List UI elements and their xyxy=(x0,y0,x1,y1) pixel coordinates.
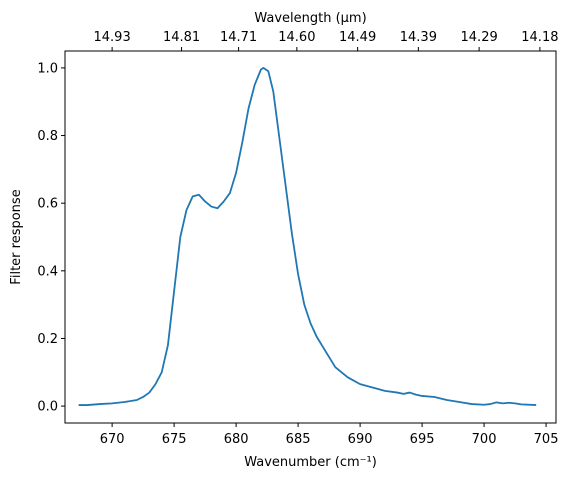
x-axis-label: Wavenumber (cm⁻¹) xyxy=(244,455,377,470)
top-axis-ticks: 14.93 14.81 14.71 14.60 14.49 14.39 14.29 14.18 xyxy=(94,30,558,51)
filter-response-line xyxy=(78,67,537,406)
top-tick-label: 14.93 xyxy=(94,30,131,45)
x-tick-label: 680 xyxy=(224,432,249,447)
top-tick-label: 14.81 xyxy=(163,30,200,45)
y-tick-label: 0.0 xyxy=(37,400,58,415)
x-tick-label: 705 xyxy=(534,432,559,447)
top-tick-label: 14.18 xyxy=(521,30,558,45)
top-tick-label: 14.49 xyxy=(339,30,376,45)
y-axis-ticks: 0.0 0.2 0.4 0.6 0.8 1.0 xyxy=(37,61,65,415)
x-tick-label: 685 xyxy=(286,432,311,447)
x-tick-label: 670 xyxy=(100,432,125,447)
top-tick-label: 14.71 xyxy=(220,30,257,45)
y-tick-label: 0.8 xyxy=(37,129,58,144)
x-tick-label: 675 xyxy=(162,432,187,447)
top-tick-label: 14.39 xyxy=(400,30,437,45)
top-tick-label: 14.29 xyxy=(461,30,498,45)
y-tick-label: 1.0 xyxy=(37,61,58,76)
x-tick-label: 690 xyxy=(348,432,373,447)
plot-frame xyxy=(64,50,557,424)
x-tick-label: 695 xyxy=(410,432,435,447)
top-tick-label: 14.60 xyxy=(278,30,315,45)
x-axis-ticks: 670 675 680 685 690 695 700 705 xyxy=(100,423,559,447)
y-axis-label: Filter response xyxy=(9,189,24,284)
y-tick-label: 0.2 xyxy=(37,332,58,347)
y-tick-label: 0.6 xyxy=(37,197,58,212)
top-axis-label: Wavelength (μm) xyxy=(254,11,366,26)
y-tick-label: 0.4 xyxy=(37,264,58,279)
x-tick-label: 700 xyxy=(472,432,497,447)
